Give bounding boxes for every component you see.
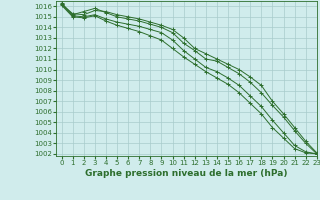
X-axis label: Graphe pression niveau de la mer (hPa): Graphe pression niveau de la mer (hPa) [85,169,288,178]
